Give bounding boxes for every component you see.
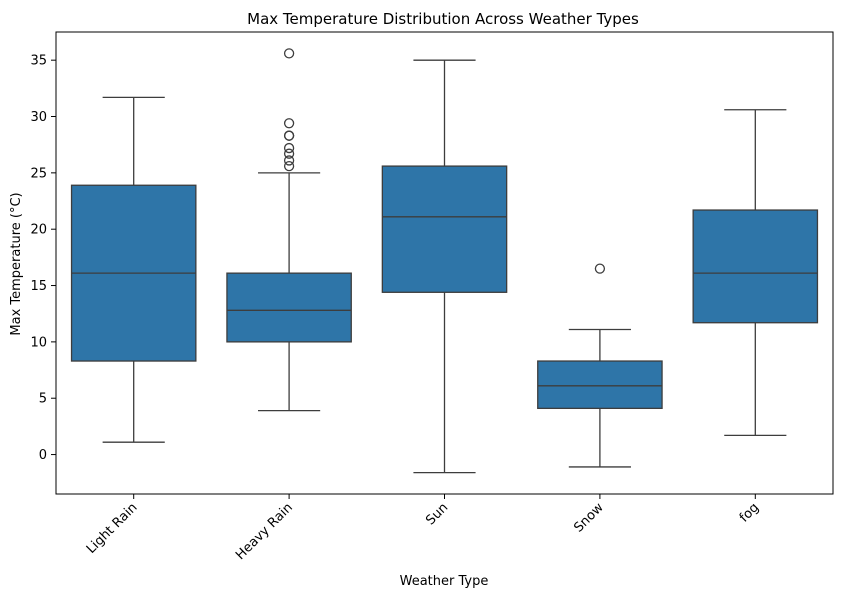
- outlier-point: [283, 118, 295, 129]
- x-tick-label: Snow: [571, 500, 607, 536]
- y-axis-label: Max Temperature (°C): [9, 192, 24, 335]
- x-tick-label: Heavy Rain: [233, 500, 296, 563]
- box-iqr: [537, 360, 663, 410]
- outlier-point: [283, 48, 295, 59]
- x-axis-label: Weather Type: [400, 574, 489, 589]
- chart-title: Max Temperature Distribution Across Weat…: [247, 10, 639, 28]
- y-tick-label: 35: [30, 54, 47, 69]
- y-tick-label: 0: [39, 448, 47, 463]
- y-tick-label: 15: [30, 279, 47, 294]
- y-tick-label: 30: [30, 110, 47, 125]
- y-tick-label: 25: [30, 166, 47, 181]
- box-iqr: [381, 165, 508, 293]
- box-iqr: [692, 209, 819, 324]
- box-iqr: [226, 272, 352, 343]
- x-tick-label: Sun: [423, 500, 451, 528]
- outlier-point: [283, 155, 295, 166]
- y-tick-label: 20: [30, 223, 47, 238]
- outlier-point: [283, 130, 295, 141]
- outlier-point: [283, 142, 295, 154]
- x-tick-label: Light Rain: [84, 500, 141, 557]
- y-tick-label: 10: [30, 335, 47, 350]
- plot-frame: [55, 31, 834, 495]
- x-tick-label: fog: [737, 500, 762, 525]
- plot-area: 0 5 10 15 20 25 30 35 Light Rain Heavy Rain Sun Sno…: [30, 48, 819, 563]
- outlier-point: [283, 160, 295, 172]
- y-tick-label: 5: [39, 392, 47, 407]
- outlier-point: [594, 263, 606, 274]
- outlier-point: [283, 148, 295, 159]
